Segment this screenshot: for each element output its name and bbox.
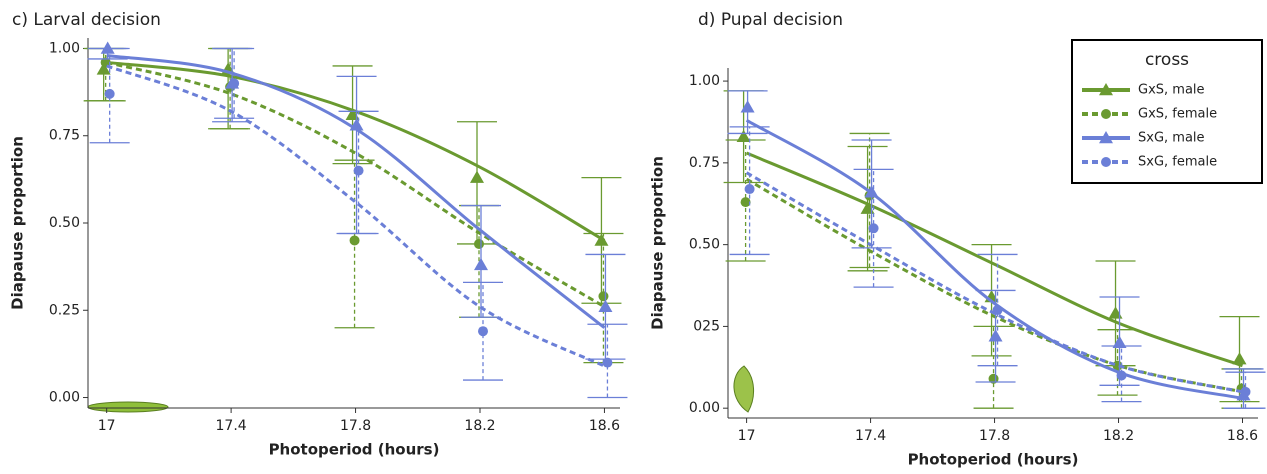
point: [744, 184, 755, 195]
fit-curve: [106, 53, 606, 329]
x-tick-label: 18.6: [1227, 428, 1258, 444]
point: [1240, 386, 1251, 397]
point: [474, 257, 488, 271]
y-tick-label: 0.75: [689, 155, 720, 171]
fit-curve: [745, 119, 1243, 400]
x-tick-label: 17.8: [340, 418, 371, 434]
y-tick-label: 0.50: [689, 237, 720, 253]
x-tick-label: 18.6: [589, 418, 620, 434]
legend-marker: [1101, 109, 1111, 119]
point: [602, 357, 613, 368]
y-tick-label: 0.50: [49, 215, 80, 231]
legend-label: SxG, female: [1138, 155, 1217, 170]
y-axis-label: Diapause proportion: [649, 156, 667, 330]
y-tick-label: 025: [693, 318, 720, 334]
y-axis-label: Diapause proportion: [9, 136, 27, 310]
point: [992, 305, 1003, 316]
point: [96, 62, 111, 75]
larva-icon: [87, 401, 169, 413]
legend-marker: [1099, 83, 1113, 96]
x-tick-label: 17: [738, 428, 756, 444]
point: [736, 129, 751, 142]
point: [740, 100, 755, 113]
x-tick-label: 17.4: [855, 428, 886, 444]
x-tick-label: 17: [98, 418, 116, 434]
legend-title: cross: [1145, 50, 1189, 70]
y-tick-label: 0.00: [49, 390, 80, 406]
legend-label: GxS, male: [1138, 83, 1205, 98]
fit-curve: [746, 151, 1243, 368]
x-tick-label: 17.8: [979, 428, 1010, 444]
pupa-icon: [733, 365, 754, 413]
legend-label: SxG, male: [1138, 131, 1205, 146]
point: [598, 299, 613, 313]
point: [1112, 335, 1127, 349]
legend-marker: [1099, 131, 1113, 144]
y-tick-label: 1.00: [49, 40, 80, 56]
point: [868, 223, 879, 234]
point: [100, 41, 115, 54]
point: [229, 78, 240, 89]
x-tick-label: 17.4: [216, 418, 247, 434]
point: [104, 88, 115, 99]
point: [864, 185, 879, 198]
point: [349, 118, 364, 131]
point: [1232, 352, 1247, 365]
point: [478, 326, 488, 337]
point: [594, 233, 609, 246]
point: [474, 238, 484, 249]
point: [988, 329, 1003, 342]
fit-curve: [745, 171, 1243, 394]
legend-label: GxS, female: [1138, 107, 1217, 122]
point: [349, 235, 360, 246]
legend-marker: [1101, 157, 1111, 167]
panel-title: d) Pupal decision: [698, 10, 843, 30]
x-axis-label: Photoperiod (hours): [908, 451, 1079, 469]
point: [470, 170, 484, 183]
panel-title: c) Larval decision: [12, 10, 161, 30]
fit-curve: [106, 60, 606, 242]
fit-curve: [106, 64, 606, 368]
y-tick-label: 0.75: [49, 128, 80, 144]
point: [598, 291, 609, 302]
point: [1108, 306, 1123, 319]
y-tick-label: 1.00: [689, 73, 720, 89]
point: [353, 165, 364, 176]
x-tick-label: 18.2: [464, 418, 495, 434]
y-tick-label: 0.00: [689, 400, 720, 416]
point: [1116, 370, 1127, 381]
point: [740, 197, 751, 208]
x-axis-label: Photoperiod (hours): [269, 441, 440, 459]
y-tick-label: 0.25: [49, 302, 80, 318]
x-tick-label: 18.2: [1103, 428, 1134, 444]
fit-curve: [745, 177, 1243, 394]
